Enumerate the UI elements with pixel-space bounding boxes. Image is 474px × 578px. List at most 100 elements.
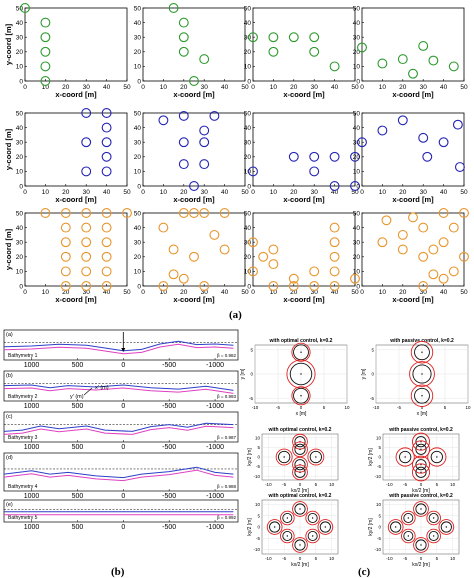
- c-body-inner-circle: [428, 512, 439, 524]
- c-panel-2-1: with passive control, k=0.2 -10 -5 0 5 10 -10 -…: [368, 493, 460, 568]
- c-y-tick-label: -5: [256, 536, 260, 541]
- a-y-tick-label: 50: [353, 5, 361, 12]
- c-panel-title: with passive control, k=0.2: [389, 338, 454, 344]
- a-turbine-point: [377, 237, 388, 248]
- c-y-tick-label: 0: [250, 372, 253, 377]
- c-x-tick-label: 5: [323, 405, 326, 410]
- c-x-tick-label: -5: [397, 405, 401, 410]
- c-body-center: [420, 440, 422, 443]
- a-x-tick-label: 0: [360, 84, 364, 91]
- a-panel-1-0: 0 10 20 30 40 50 0 10 20 30 40 50 x-coord [m] y-coord…: [4, 108, 131, 204]
- a-x-tick-label: 20: [180, 189, 188, 196]
- a-y-tick-label: 30: [134, 35, 142, 42]
- a-y-tick-label: 40: [244, 225, 252, 232]
- c-body-center: [286, 517, 289, 519]
- b-wave-line: [3, 469, 234, 482]
- b-profile-4: (e) Bathymetry 5 β = 0.992 1000 500 0 -500 -100…: [3, 499, 239, 531]
- c-x-tick-label: -10: [373, 405, 380, 410]
- a-turbine-point: [81, 266, 92, 277]
- a-y-tick-label: 20: [353, 49, 361, 56]
- a-turbine-point: [178, 110, 189, 121]
- b-seabed-line: [3, 340, 234, 352]
- a-x-tick-label: 50: [123, 189, 131, 196]
- c-body-inner-circle: [294, 443, 306, 455]
- a-y-axis-label: y-coord [m]: [4, 23, 13, 65]
- a-x-tick-label: 50: [351, 84, 359, 91]
- c-body-inner-circle: [307, 512, 318, 524]
- c-x-tick-label: -5: [282, 482, 286, 487]
- a-turbine-point: [258, 251, 269, 262]
- a-turbine-point: [248, 32, 258, 43]
- a-plot-frame: [252, 112, 356, 187]
- a-turbine-point: [199, 125, 210, 136]
- a-turbine-point: [288, 151, 299, 162]
- b-wave-line: [3, 343, 234, 355]
- a-x-tick-label: 10: [42, 84, 50, 91]
- c-panel-title: with optimal control, k=0.2: [269, 338, 333, 344]
- c-y-axis-label: y [m]: [240, 368, 246, 379]
- a-y-tick-label: 20: [16, 49, 24, 56]
- a-y-tick-label: 0: [247, 283, 251, 290]
- b-subplot-tag: (a): [6, 332, 13, 338]
- a-y-tick-label: 10: [134, 169, 142, 176]
- c-body-inner-circle: [294, 503, 306, 515]
- a-turbine-point: [189, 181, 199, 191]
- b-ratio-label: β = 0.993: [217, 394, 236, 399]
- a-x-axis-label: x-coord [m]: [173, 295, 215, 304]
- a-y-tick-label: 20: [16, 254, 24, 261]
- a-y-tick-label: 10: [244, 64, 252, 71]
- a-turbine-point: [288, 281, 299, 291]
- c-body-center: [300, 395, 302, 397]
- a-x-tick-label: 10: [270, 189, 278, 196]
- a-turbine-point: [101, 166, 112, 177]
- b-annotation-x: x' (m): [95, 385, 109, 391]
- a-turbine-point: [40, 76, 51, 86]
- a-y-tick-label: 40: [134, 20, 142, 27]
- c-x-tick-label: 0: [299, 482, 302, 487]
- a-y-tick-label: 0: [137, 283, 141, 290]
- a-x-axis-label: x-coord [m]: [392, 195, 434, 204]
- a-turbine-point: [101, 237, 112, 248]
- b-plot-frame: [3, 499, 239, 523]
- c-y-tick-label: -10: [253, 547, 260, 552]
- c-body-outer-circle: [305, 510, 320, 526]
- c-body-outer-circle: [401, 528, 416, 544]
- a-x-tick-label: 40: [103, 289, 111, 296]
- c-y-tick-label: -10: [374, 547, 381, 552]
- a-y-tick-label: 30: [16, 240, 24, 247]
- a-turbine-point: [40, 46, 51, 57]
- c-x-axis-label: x [m]: [296, 411, 307, 417]
- a-turbine-point: [60, 208, 71, 218]
- a-panel-2-0: 0 10 20 30 40 50 0 10 20 30 40 50 x-coord [m] y-coord…: [4, 208, 132, 304]
- a-turbine-point: [199, 208, 210, 218]
- c-y-tick-label: 5: [250, 347, 253, 352]
- c-panel-0-1: with passive control, k=0.2 -10 -5 0 5 10 -5 0 5…: [361, 338, 471, 417]
- c-body-inner-circle: [430, 450, 443, 464]
- a-turbine-point: [40, 61, 51, 72]
- a-turbine-point: [428, 244, 439, 255]
- c-body-center: [407, 517, 410, 519]
- a-x-tick-label: 20: [62, 289, 70, 296]
- a-y-tick-label: 0: [19, 283, 23, 290]
- a-y-tick-label: 40: [16, 225, 24, 232]
- a-turbine-point: [101, 222, 112, 233]
- a-y-tick-label: 0: [137, 183, 141, 190]
- c-panel-title: with optimal control, k=0.2: [268, 427, 332, 433]
- c-body-center: [436, 456, 438, 458]
- c-body-outer-circle: [426, 528, 441, 544]
- b-x-tick-label: 500: [72, 444, 84, 451]
- c-body-inner-circle: [278, 450, 291, 464]
- a-turbine-point: [428, 269, 439, 280]
- a-turbine-point: [20, 3, 30, 13]
- a-y-axis-label: y-coord [m]: [4, 228, 13, 270]
- c-panel-title: with optimal control, k=0.2: [268, 493, 332, 499]
- a-turbine-point: [397, 115, 408, 126]
- c-x-tick-label: 10: [465, 405, 471, 410]
- c-body-center: [404, 456, 406, 458]
- a-turbine-point: [418, 41, 429, 51]
- a-x-tick-label: 10: [270, 84, 278, 91]
- c-x-axis-label: kx/2 [m]: [412, 562, 430, 568]
- a-turbine-point: [288, 32, 299, 43]
- b-x-tick-label: -1000: [206, 362, 224, 369]
